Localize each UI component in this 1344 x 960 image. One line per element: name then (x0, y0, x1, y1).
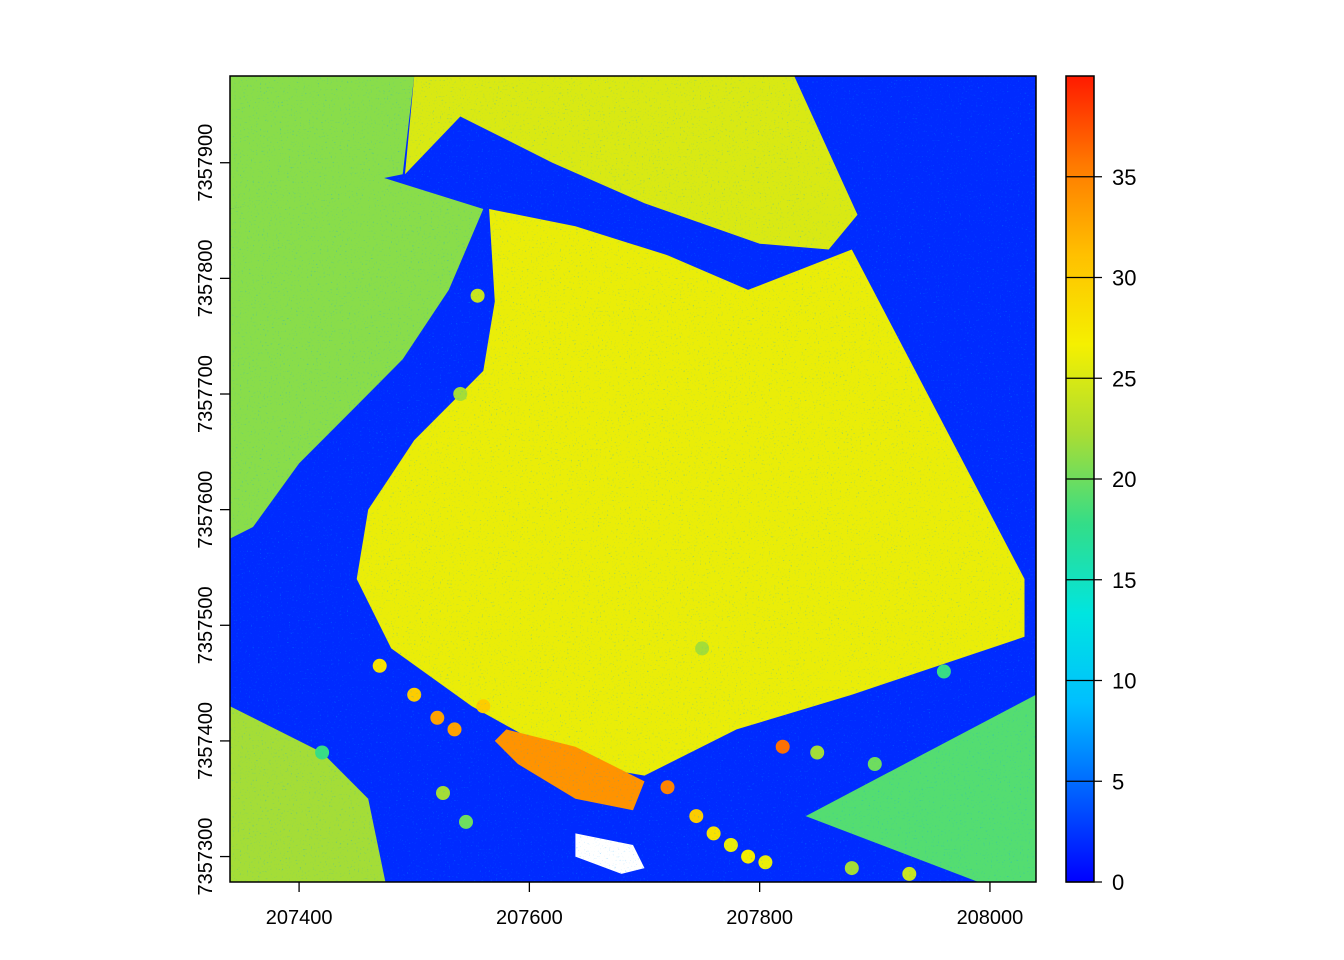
colorbar: 0 5 10 15 20 25 30 35 (1065, 75, 1136, 895)
y-tick-label: 7357800 (195, 239, 217, 317)
colorbar-tick-label: 5 (1112, 769, 1124, 794)
texture-overlay (230, 76, 1036, 882)
colorbar-tick-label: 25 (1112, 366, 1136, 391)
x-tick-label: 207600 (496, 907, 563, 929)
x-axis: 207400 207600 207800 208000 (266, 882, 1024, 929)
colorbar-tick-label: 10 (1112, 669, 1136, 694)
colorbar-tick-label: 0 (1112, 870, 1124, 895)
plot-frame (229, 75, 1037, 883)
y-tick-label: 7357700 (195, 355, 217, 433)
y-tick-label: 7357900 (195, 124, 217, 202)
colorbar-tick-label: 30 (1112, 266, 1136, 291)
x-tick-label: 207800 (726, 907, 793, 929)
plot-area (230, 76, 1036, 882)
colorbar-tick-label: 15 (1112, 568, 1136, 593)
y-tick-label: 7357400 (195, 702, 217, 780)
y-tick-label: 7357500 (195, 586, 217, 664)
x-tick-label: 208000 (957, 907, 1024, 929)
y-axis: 7357300 7357400 7357500 7357600 7357700 73578… (195, 124, 230, 896)
colorbar-tick-label: 35 (1112, 165, 1136, 190)
y-tick-label: 7357600 (195, 471, 217, 549)
y-tick-label: 7357300 (195, 818, 217, 896)
x-tick-label: 207400 (266, 907, 333, 929)
colorbar-ticks: 0 5 10 15 20 25 30 35 (1066, 165, 1136, 895)
colorbar-tick-label: 20 (1112, 467, 1136, 492)
